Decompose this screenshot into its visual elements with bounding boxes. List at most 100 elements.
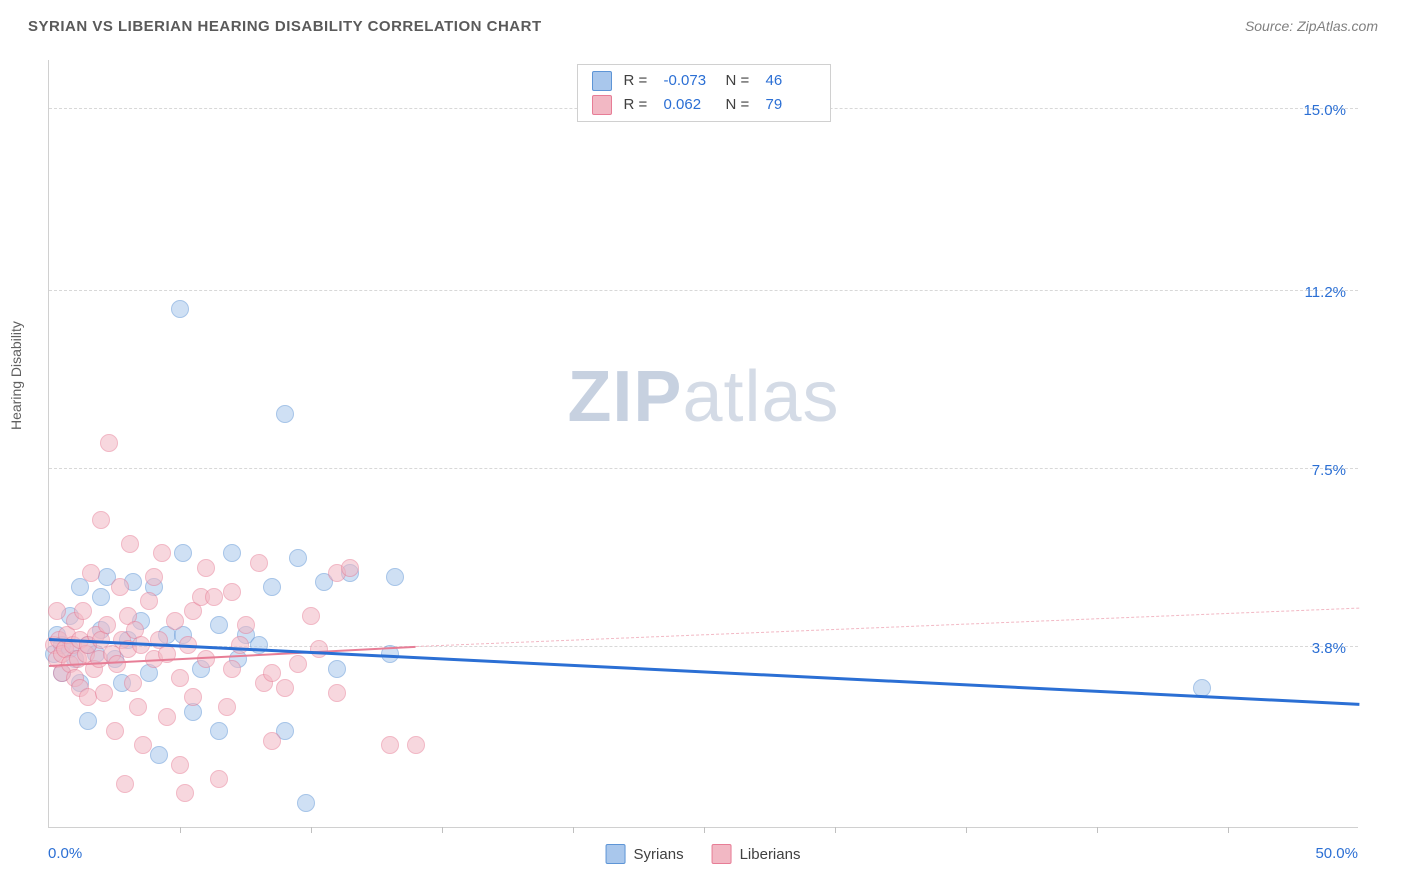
y-tick-label: 11.2%	[1305, 284, 1346, 301]
data-point	[381, 736, 399, 754]
data-point	[158, 708, 176, 726]
data-point	[341, 559, 359, 577]
data-point	[166, 612, 184, 630]
chart-plot-area: ZIPatlas R = -0.073 N = 46 R = 0.062 N = 79 3.8…	[48, 60, 1358, 828]
data-point	[153, 544, 171, 562]
data-point	[92, 511, 110, 529]
y-tick-label: 15.0%	[1303, 102, 1346, 119]
legend-swatch	[592, 95, 612, 115]
legend-series-item: Syrians	[606, 844, 684, 864]
legend-n-label: N =	[726, 69, 754, 93]
data-point	[263, 578, 281, 596]
data-point	[328, 660, 346, 678]
data-point	[171, 756, 189, 774]
source-attribution: Source: ZipAtlas.com	[1245, 18, 1378, 34]
data-point	[121, 535, 139, 553]
x-minor-tick	[704, 827, 705, 833]
x-minor-tick	[311, 827, 312, 833]
data-point	[250, 554, 268, 572]
data-point	[263, 664, 281, 682]
data-point	[116, 775, 134, 793]
data-point	[140, 592, 158, 610]
data-point	[210, 616, 228, 634]
data-point	[197, 559, 215, 577]
data-point	[150, 746, 168, 764]
data-point	[205, 588, 223, 606]
data-point	[302, 607, 320, 625]
legend-r-value: -0.073	[664, 69, 714, 93]
legend-n-label: N =	[726, 93, 754, 117]
legend-swatch	[592, 71, 612, 91]
data-point	[289, 655, 307, 673]
legend-n-value: 79	[766, 93, 816, 117]
data-point	[289, 549, 307, 567]
data-point	[231, 636, 249, 654]
legend-series-item: Liberians	[712, 844, 801, 864]
legend-correlation-row: R = 0.062 N = 79	[592, 93, 816, 117]
x-minor-tick	[180, 827, 181, 833]
x-minor-tick	[573, 827, 574, 833]
data-point	[263, 732, 281, 750]
data-point	[276, 679, 294, 697]
data-point	[124, 674, 142, 692]
data-point	[171, 300, 189, 318]
data-point	[176, 784, 194, 802]
data-point	[79, 712, 97, 730]
data-point	[310, 640, 328, 658]
x-minor-tick	[442, 827, 443, 833]
legend-series-name: Liberians	[740, 846, 801, 863]
data-point	[111, 578, 129, 596]
gridline	[49, 468, 1358, 469]
data-point	[328, 684, 346, 702]
legend-n-value: 46	[766, 69, 816, 93]
x-minor-tick	[1097, 827, 1098, 833]
data-point	[407, 736, 425, 754]
data-point	[134, 736, 152, 754]
legend-r-label: R =	[624, 69, 652, 93]
data-point	[297, 794, 315, 812]
x-minor-tick	[1228, 827, 1229, 833]
data-point	[210, 722, 228, 740]
chart-title: SYRIAN VS LIBERIAN HEARING DISABILITY CO…	[28, 18, 542, 35]
data-point	[218, 698, 236, 716]
x-tick-max: 50.0%	[1315, 845, 1358, 862]
data-point	[95, 684, 113, 702]
x-tick-min: 0.0%	[48, 845, 82, 862]
y-tick-label: 7.5%	[1312, 462, 1346, 479]
data-point	[223, 583, 241, 601]
data-point	[223, 544, 241, 562]
data-point	[223, 660, 241, 678]
legend-series-name: Syrians	[634, 846, 684, 863]
data-point	[386, 568, 404, 586]
data-point	[276, 405, 294, 423]
x-minor-tick	[966, 827, 967, 833]
y-tick-label: 3.8%	[1312, 640, 1346, 657]
correlation-legend: R = -0.073 N = 46 R = 0.062 N = 79	[577, 64, 831, 122]
data-point	[237, 616, 255, 634]
data-point	[184, 688, 202, 706]
legend-r-value: 0.062	[664, 93, 714, 117]
trend-line	[49, 638, 1359, 706]
watermark-logo: ZIPatlas	[567, 356, 839, 438]
legend-swatch	[606, 844, 626, 864]
data-point	[129, 698, 147, 716]
data-point	[98, 616, 116, 634]
series-legend: Syrians Liberians	[606, 844, 801, 864]
data-point	[145, 568, 163, 586]
data-point	[82, 564, 100, 582]
data-point	[171, 669, 189, 687]
legend-correlation-row: R = -0.073 N = 46	[592, 69, 816, 93]
x-minor-tick	[835, 827, 836, 833]
legend-swatch	[712, 844, 732, 864]
data-point	[106, 722, 124, 740]
data-point	[74, 602, 92, 620]
trend-line	[416, 607, 1359, 646]
data-point	[92, 588, 110, 606]
data-point	[100, 434, 118, 452]
gridline	[49, 290, 1358, 291]
legend-r-label: R =	[624, 93, 652, 117]
data-point	[48, 602, 66, 620]
data-point	[210, 770, 228, 788]
data-point	[174, 544, 192, 562]
y-axis-label: Hearing Disability	[8, 321, 24, 430]
